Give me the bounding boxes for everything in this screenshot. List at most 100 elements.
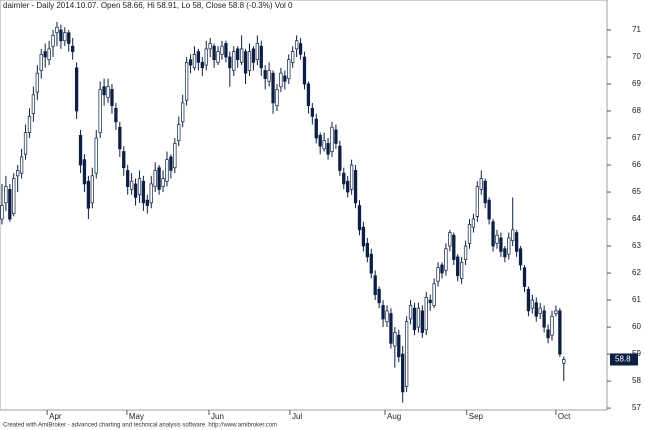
candle-body — [263, 70, 267, 79]
candle-body — [251, 48, 256, 63]
candle-body — [232, 51, 236, 71]
y-tick-label: 58 — [632, 376, 641, 385]
candle-body — [349, 164, 354, 190]
candle-body — [456, 256, 460, 277]
candle-body — [118, 126, 122, 150]
candle-body — [173, 143, 177, 169]
x-tick-label: Aug — [387, 412, 401, 421]
candle-body — [432, 283, 436, 306]
candle-body — [184, 62, 189, 101]
candle-body — [408, 305, 413, 320]
candle-body — [196, 51, 201, 63]
x-tick-label: May — [129, 412, 144, 421]
candle-body — [8, 188, 12, 220]
candle-body — [389, 313, 393, 344]
candle-body — [518, 248, 523, 266]
candle-body — [440, 264, 444, 274]
candle-body — [526, 288, 531, 312]
y-tick-label: 67 — [632, 133, 641, 142]
candle-body — [310, 107, 314, 117]
candle-body — [420, 310, 424, 333]
candle-body — [133, 183, 138, 198]
candle-body — [31, 94, 36, 115]
candle-body — [169, 156, 173, 171]
y-tick-label: 64 — [632, 214, 641, 223]
candle-body — [538, 307, 542, 314]
candle-body — [220, 45, 224, 55]
candle-body — [110, 89, 114, 106]
candle-body — [279, 72, 283, 88]
candle-body — [129, 180, 134, 190]
candle-body — [161, 178, 165, 187]
x-tick-label: Jul — [292, 412, 302, 421]
x-tick-label: Sep — [469, 412, 484, 421]
candle-body — [554, 310, 558, 314]
candle-body — [157, 167, 161, 190]
candle-body — [322, 140, 326, 150]
candle-body — [208, 43, 212, 50]
candle-body — [71, 45, 75, 52]
candle-body — [27, 116, 32, 133]
candle-body — [361, 226, 366, 247]
candle-body — [247, 51, 252, 71]
candle-body — [542, 310, 546, 328]
candle-body — [298, 43, 303, 55]
candle-body — [122, 151, 126, 169]
candle-body — [259, 45, 263, 69]
candle-body — [385, 310, 389, 323]
candle-body — [12, 178, 16, 214]
candle-body — [562, 359, 566, 364]
candle-body — [475, 186, 479, 217]
y-tick-label: 71 — [632, 25, 641, 34]
candle-body — [507, 237, 511, 255]
y-tick-label: 61 — [632, 295, 641, 304]
candle-body — [436, 267, 440, 282]
candle-body — [471, 218, 476, 228]
candle-body — [302, 56, 307, 85]
candle-body — [55, 26, 59, 34]
candle-body — [78, 134, 83, 166]
candle-body — [200, 62, 204, 69]
candle-body — [550, 315, 554, 336]
candle-body — [177, 124, 181, 142]
footer: Created with AmiBroker - advanced charti… — [3, 423, 277, 429]
candle-body — [145, 199, 149, 206]
candle-body — [51, 35, 55, 47]
candle-body — [0, 205, 4, 220]
candle-body — [306, 83, 311, 106]
candle-body — [452, 234, 456, 260]
candle-body — [346, 180, 350, 193]
candle-body — [448, 232, 452, 247]
candle-body — [275, 89, 279, 106]
candle-body — [530, 299, 535, 309]
y-tick-label: 63 — [632, 241, 641, 250]
candle-body — [314, 118, 318, 139]
candle-body — [393, 332, 397, 347]
candle-body — [137, 178, 142, 196]
candle-body — [181, 102, 185, 123]
candle-body — [224, 43, 228, 58]
last-price-label: 58.8 — [615, 355, 631, 364]
candle-body — [126, 170, 130, 187]
candle-body — [4, 186, 8, 204]
candle-body — [479, 178, 483, 190]
candle-body — [487, 199, 491, 220]
candle-body — [63, 32, 67, 42]
candle-body — [291, 51, 295, 63]
y-tick-label: 60 — [632, 322, 641, 331]
candle-body — [243, 51, 248, 74]
last-price-box — [610, 353, 638, 366]
candle-body — [377, 288, 381, 304]
candle-body — [459, 261, 464, 279]
candle-body — [558, 310, 562, 355]
candle-body — [522, 267, 527, 287]
candle-body — [534, 302, 538, 317]
candle-body — [212, 45, 216, 61]
candle-body — [397, 334, 401, 358]
candle-body — [357, 205, 362, 231]
candle-body — [153, 170, 157, 187]
candle-body — [463, 245, 468, 260]
candle-body — [98, 89, 102, 133]
candle-body — [404, 321, 409, 387]
